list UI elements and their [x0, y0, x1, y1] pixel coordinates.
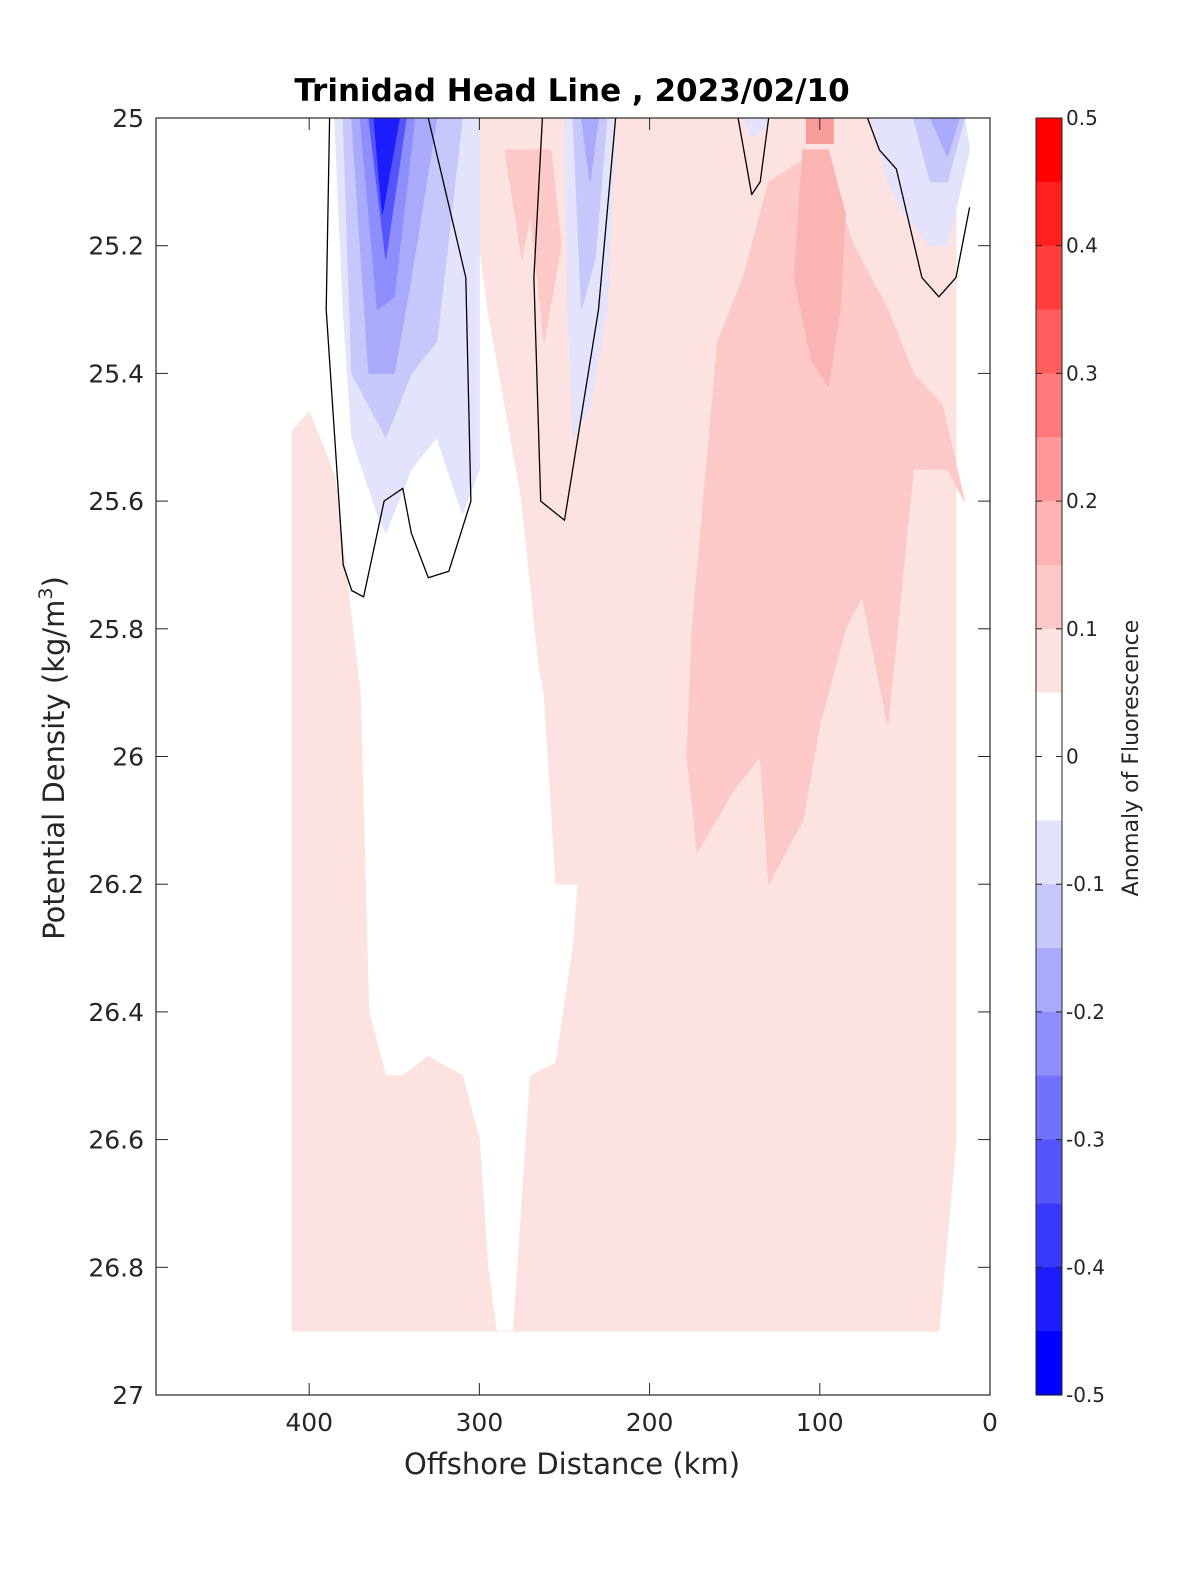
y-tick-label: 25.8: [88, 615, 144, 644]
x-tick-label: 0: [982, 1408, 998, 1437]
colorbar-segment: [1036, 1075, 1062, 1141]
colorbar-segment: [1036, 820, 1062, 885]
x-tick-label: 100: [796, 1408, 844, 1437]
colorbar-segment: [1036, 1203, 1062, 1268]
colorbar-segment: [1036, 756, 1062, 821]
anomaly-region-10: [572, 118, 608, 311]
y-tick-label: 25.6: [88, 487, 144, 516]
colorbar-segment: [1036, 309, 1062, 374]
y-axis-label: Potential Density (kg/m3): [35, 576, 71, 940]
y-tick-label: 25: [112, 104, 144, 133]
colorbar-segment: [1036, 564, 1062, 630]
y-tick-label: 26: [112, 743, 144, 772]
x-axis-ticks: 400 300 200 100 0: [285, 118, 998, 1437]
y-tick-label: 26.2: [88, 870, 144, 899]
colorbar-tick-label: -0.5: [1066, 1383, 1105, 1407]
zero-contour-line-0: [325, 118, 472, 598]
anomaly-region-4: [805, 118, 834, 144]
colorbar-segment: [1036, 884, 1062, 949]
colorbar-segment: [1036, 948, 1062, 1013]
colorbar-segment: [1036, 501, 1062, 566]
colorbar-segment: [1036, 1267, 1062, 1332]
colorbar: 0.5 0.4 0.3 0.2 0.1 0 -0.1 -0.2 -0.3 -0.4 -0.5: [1035, 106, 1105, 1407]
zero-contour-line-1: [533, 118, 617, 521]
colorbar-tick-label: -0.4: [1066, 1255, 1105, 1279]
anomaly-region-13: [581, 118, 599, 183]
colorbar-tick-label: -0.2: [1066, 1000, 1105, 1024]
colorbar-segment: [1036, 692, 1062, 758]
x-tick-label: 200: [626, 1408, 674, 1437]
anomaly-region-3: [793, 149, 846, 387]
colorbar-segment: [1036, 1331, 1062, 1396]
zero-contour-line-3: [866, 118, 971, 298]
colorbar-segment: [1036, 628, 1062, 694]
y-tick-label: 26.6: [88, 1126, 144, 1155]
colorbar-segment: [1036, 1011, 1062, 1077]
colorbar-segment: [1036, 245, 1062, 311]
colorbar-tick-label: 0: [1066, 745, 1079, 769]
colorbar-label: Anomaly of Fluorescence: [1119, 620, 1144, 897]
anomaly-region-17: [373, 118, 400, 215]
y-tick-label: 26.8: [88, 1253, 144, 1282]
colorbar-segment: [1036, 373, 1062, 438]
anomaly-region-2: [504, 149, 562, 342]
colorbar-tick-label: 0.4: [1066, 234, 1098, 258]
y-tick-label: 25.4: [88, 359, 144, 388]
y-axis-label-superscript: 3: [35, 587, 57, 599]
y-tick-label: 27: [112, 1381, 144, 1410]
y-tick-label: 25.2: [88, 232, 144, 261]
anomaly-region-8: [742, 118, 770, 138]
y-axis-ticks: 25 25.2 25.4 25.6 25.8 26 26.2 26.4 26.6 26.8 27: [88, 104, 990, 1410]
y-axis-label-main: Potential Density (kg/m: [37, 600, 71, 940]
colorbar-tick-label: 0.1: [1066, 617, 1098, 641]
colorbar-tick-label: -0.1: [1066, 872, 1105, 896]
anomaly-region-14: [929, 118, 960, 157]
y-axis-label-end: ): [37, 576, 71, 587]
x-tick-label: 400: [285, 1408, 333, 1437]
colorbar-tick-label: 0.3: [1066, 361, 1098, 385]
colorbar-tick-label: 0.2: [1066, 489, 1098, 513]
colorbar-tick-label: 0.5: [1066, 106, 1098, 130]
zero-contour-line-2: [737, 118, 770, 196]
colorbar-segment: [1036, 181, 1062, 247]
colorbar-tick-label: -0.3: [1066, 1128, 1105, 1152]
colorbar-segment: [1036, 118, 1062, 183]
colorbar-segment: [1036, 437, 1062, 502]
anomaly-region-1: [686, 149, 965, 885]
colorbar-segment: [1036, 1139, 1062, 1205]
y-tick-label: 26.4: [88, 998, 144, 1027]
x-tick-label: 300: [456, 1408, 504, 1437]
chart-title: Trinidad Head Line , 2023/02/10: [294, 73, 849, 109]
anomaly-field: [291, 118, 971, 1332]
zero-contour-lines: [325, 118, 971, 598]
x-axis-label: Offshore Distance (km): [404, 1447, 740, 1481]
